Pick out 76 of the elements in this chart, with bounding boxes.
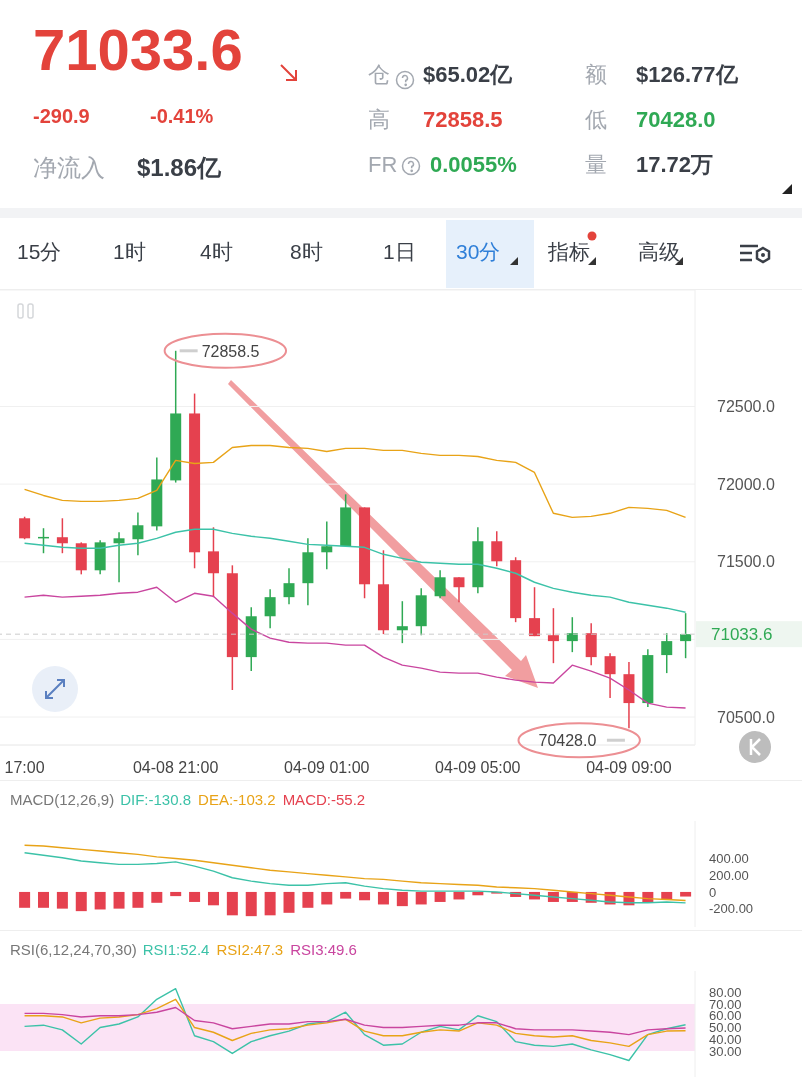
candlestick: [661, 632, 673, 674]
y-tick-label: 72000.0: [717, 475, 775, 493]
x-tick-label: 04-09 01:00: [284, 759, 370, 776]
candlestick: [56, 517, 68, 554]
text: RSI3:49.6: [290, 941, 357, 958]
text: -0.41%: [150, 105, 214, 127]
text: 72858.5: [423, 107, 503, 133]
candlestick: [491, 530, 503, 568]
text: 量: [585, 152, 607, 178]
candlestick: [396, 600, 408, 644]
text: MACD:-55.2: [282, 791, 366, 808]
text: 指标: [548, 240, 590, 264]
annotation: 72858.5: [201, 342, 260, 360]
text: RSI1:52.4: [142, 941, 210, 958]
candlestick: [566, 616, 578, 653]
x-tick-label: 04-08 21:00: [132, 759, 219, 776]
text: $1.86亿: [137, 154, 222, 182]
y-tick-label: 400.00: [709, 851, 749, 867]
candlestick: [264, 588, 276, 629]
candlestick: [453, 576, 465, 604]
text: 1日: [383, 240, 416, 264]
y-tick-label: 0: [709, 884, 717, 900]
x-tick-label: 04-09 05:00: [435, 759, 521, 776]
chart-title: RSI(6,12,24,70,30): [10, 941, 137, 958]
x-tick-label: 17:00: [4, 759, 45, 776]
text: 15分: [17, 240, 62, 264]
text: DEA:-103.2: [198, 791, 276, 808]
candlestick: [529, 586, 541, 637]
line-series: [23, 852, 687, 904]
line-series: [23, 987, 687, 1062]
text: 高: [368, 107, 390, 133]
y-tick-label: 71500.0: [717, 553, 775, 571]
ref-line-label: 71033.6: [711, 625, 773, 645]
line-series: [23, 444, 687, 519]
text: 0.0055%: [430, 152, 517, 178]
text: 8时: [290, 240, 323, 264]
candlestick: [113, 531, 125, 584]
text: RSI2:47.3: [216, 941, 284, 958]
line-series: [23, 998, 687, 1048]
text: 70428.0: [636, 107, 716, 133]
text: 1时: [113, 240, 146, 264]
line-series: [23, 1006, 687, 1036]
text: 高级: [638, 240, 680, 264]
candlestick: [680, 612, 692, 659]
y-tick-label: 200.00: [709, 867, 749, 883]
line-series: [23, 586, 687, 709]
candlestick: [547, 607, 559, 664]
y-tick-label: 70500.0: [717, 708, 775, 726]
text: FR: [368, 152, 398, 178]
candlestick: [585, 622, 597, 666]
text: 低: [585, 107, 607, 133]
line-series: [23, 528, 687, 613]
candlestick: [434, 569, 446, 599]
candlestick: [283, 567, 295, 605]
text: -290.9: [33, 105, 90, 127]
line-series: [23, 844, 687, 902]
text: 净流入: [33, 154, 105, 182]
text: $65.02亿: [423, 62, 513, 88]
candlestick: [19, 515, 31, 540]
text: 4时: [200, 240, 233, 264]
y-tick-label: 72500.0: [717, 398, 775, 416]
candlestick: [207, 526, 219, 598]
annotation: 70428.0: [538, 732, 597, 750]
text: 额: [585, 62, 607, 88]
text: 仓: [368, 62, 390, 88]
text: 30分: [456, 240, 501, 264]
text: 71033.6: [33, 17, 243, 82]
text: 17.72万: [636, 152, 714, 178]
candlestick: [321, 520, 333, 570]
chart-title: MACD(12,26,9): [10, 791, 115, 808]
text: DIF:-130.8: [120, 791, 192, 808]
candlestick: [132, 511, 144, 556]
candlestick: [604, 652, 616, 699]
text: $126.77亿: [636, 62, 738, 88]
x-tick-label: 04-09 09:00: [586, 759, 672, 776]
y-tick-label: -200.00: [709, 901, 754, 917]
